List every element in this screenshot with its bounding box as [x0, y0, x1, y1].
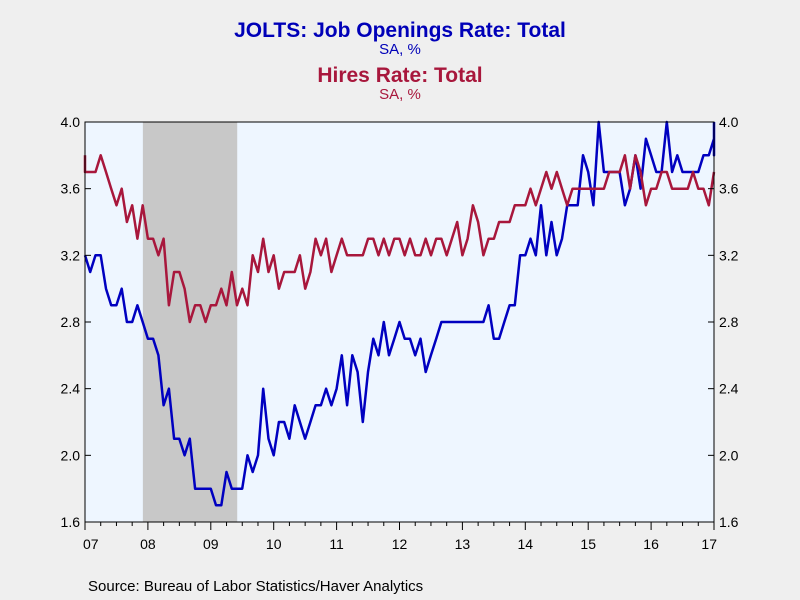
- y-tick-label-right: 4.0: [719, 114, 739, 130]
- chart-subtitle-hires: SA, %: [379, 86, 421, 103]
- x-tick-label: 16: [643, 536, 659, 552]
- chart-title-hires: Hires Rate: Total: [317, 64, 483, 87]
- x-tick-label: 17: [701, 536, 717, 552]
- x-tick-label: 14: [518, 536, 534, 552]
- y-tick-label-right: 2.8: [719, 314, 739, 330]
- source-note: Source: Bureau of Labor Statistics/Haver…: [88, 578, 424, 595]
- x-tick-label: 07: [83, 536, 99, 552]
- y-tick-label-left: 1.6: [61, 514, 81, 530]
- y-tick-label-left: 4.0: [61, 114, 81, 130]
- y-tick-label-left: 2.4: [61, 381, 81, 397]
- series-line-hires: [83, 154, 716, 324]
- x-tick-label: 10: [266, 536, 282, 552]
- y-tick-label-right: 2.4: [719, 381, 739, 397]
- x-tick-label: 11: [329, 536, 344, 552]
- chart-title-job-openings: JOLTS: Job Openings Rate: Total: [234, 19, 566, 42]
- x-tick-label: 13: [455, 536, 471, 552]
- y-tick-label-left: 3.2: [61, 247, 81, 263]
- y-tick-label-right: 2.0: [719, 447, 739, 463]
- y-tick-label-right: 3.2: [719, 247, 739, 263]
- y-tick-label-right: 3.6: [719, 181, 739, 197]
- x-tick-label: 09: [203, 536, 219, 552]
- y-tick-label-left: 2.8: [61, 314, 81, 330]
- y-tick-label-left: 2.0: [61, 447, 81, 463]
- y-tick-label-right: 1.6: [719, 514, 739, 530]
- x-tick-label: 08: [140, 536, 156, 552]
- y-tick-label-left: 3.6: [61, 181, 81, 197]
- x-tick-label: 12: [392, 536, 408, 552]
- chart-subtitle-job-openings: SA, %: [379, 41, 421, 58]
- x-tick-label: 15: [580, 536, 596, 552]
